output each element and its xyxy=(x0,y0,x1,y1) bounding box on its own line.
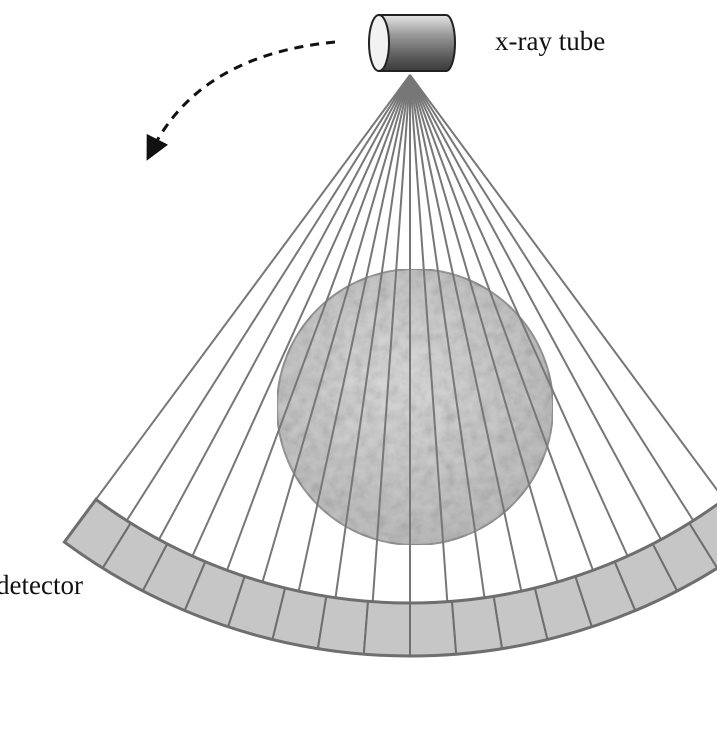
x-ray-line xyxy=(226,74,411,571)
x-ray-line xyxy=(334,74,411,598)
x-ray-line xyxy=(125,74,411,522)
x-ray-tube-label: x-ray tube xyxy=(495,26,605,56)
x-ray-line xyxy=(158,74,411,540)
x-ray-line xyxy=(409,74,486,598)
detector-cell xyxy=(362,600,411,658)
x-ray-beam xyxy=(95,74,717,603)
detector-array xyxy=(62,497,717,658)
detector-label: detector xyxy=(0,570,83,600)
scanned-object xyxy=(276,268,554,546)
x-ray-line xyxy=(297,74,411,592)
x-ray-line xyxy=(371,74,411,602)
x-ray-line xyxy=(409,74,717,492)
dashed-curved-arrow-icon xyxy=(146,40,336,161)
x-ray-line xyxy=(409,74,629,557)
detector-cell xyxy=(409,600,458,658)
detector-cell xyxy=(316,595,370,656)
cylinder-icon xyxy=(368,14,456,72)
x-ray-line xyxy=(409,74,662,540)
x-ray-line xyxy=(409,74,449,602)
x-ray-line xyxy=(409,74,695,522)
x-ray-line xyxy=(191,74,411,557)
x-ray-line xyxy=(409,74,559,583)
x-ray-line xyxy=(409,74,594,571)
detector-outline xyxy=(62,497,717,658)
x-ray-line xyxy=(409,74,523,592)
x-ray-line xyxy=(261,74,411,583)
x-ray-line xyxy=(95,74,411,500)
